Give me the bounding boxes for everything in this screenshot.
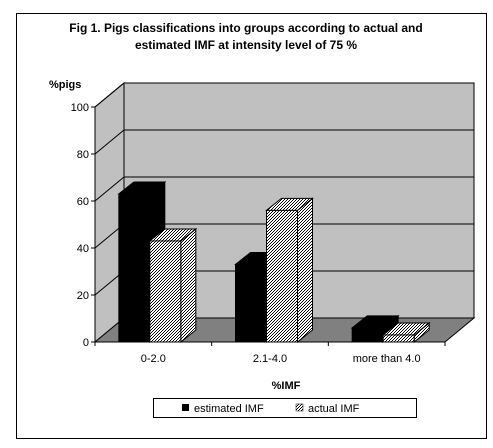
gridline <box>94 82 474 108</box>
x-tick-label: more than 4.0 <box>353 353 421 365</box>
bar-actual-imf <box>149 240 182 343</box>
gridline <box>94 176 474 202</box>
legend-label-actual: actual IMF <box>308 403 360 415</box>
gridline <box>94 129 474 155</box>
legend: estimated IMF actual IMF <box>153 398 417 418</box>
bar-side <box>297 197 313 344</box>
legend-box <box>153 398 417 418</box>
bar-estimated-imf <box>235 263 267 343</box>
y-tick-label: 40 <box>77 243 89 255</box>
bar-estimated-imf <box>118 193 151 343</box>
legend-swatch-estimated <box>182 404 189 411</box>
chart-title-line1: Fig 1. Pigs classifications into groups … <box>69 21 422 35</box>
y-tick-label: 20 <box>77 290 89 302</box>
bar-actual-imf <box>382 334 415 343</box>
legend-swatch-actual <box>295 403 304 412</box>
legend-label-estimated: estimated IMF <box>194 403 264 415</box>
y-tick-label: 80 <box>77 149 89 161</box>
plot-area: 0 20 40 60 80 100 0-2.0 2.1-4.0 more than 4.0 <box>71 81 476 365</box>
x-tick-label: 2.1-4.0 <box>253 353 287 365</box>
y-axis-title: %pigs <box>49 79 81 91</box>
y-tick-label: 100 <box>71 102 89 114</box>
chart-title-line2: estimated IMF at intensity level of 75 % <box>135 38 357 52</box>
y-tick-label: 0 <box>83 337 89 349</box>
x-tick-label: 0-2.0 <box>141 353 166 365</box>
x-axis-title: %IMF <box>272 380 301 392</box>
bar-estimated-imf <box>351 327 384 343</box>
bar-actual-imf <box>266 209 298 343</box>
bar-side <box>180 227 197 344</box>
y-tick-label: 60 <box>77 196 89 208</box>
